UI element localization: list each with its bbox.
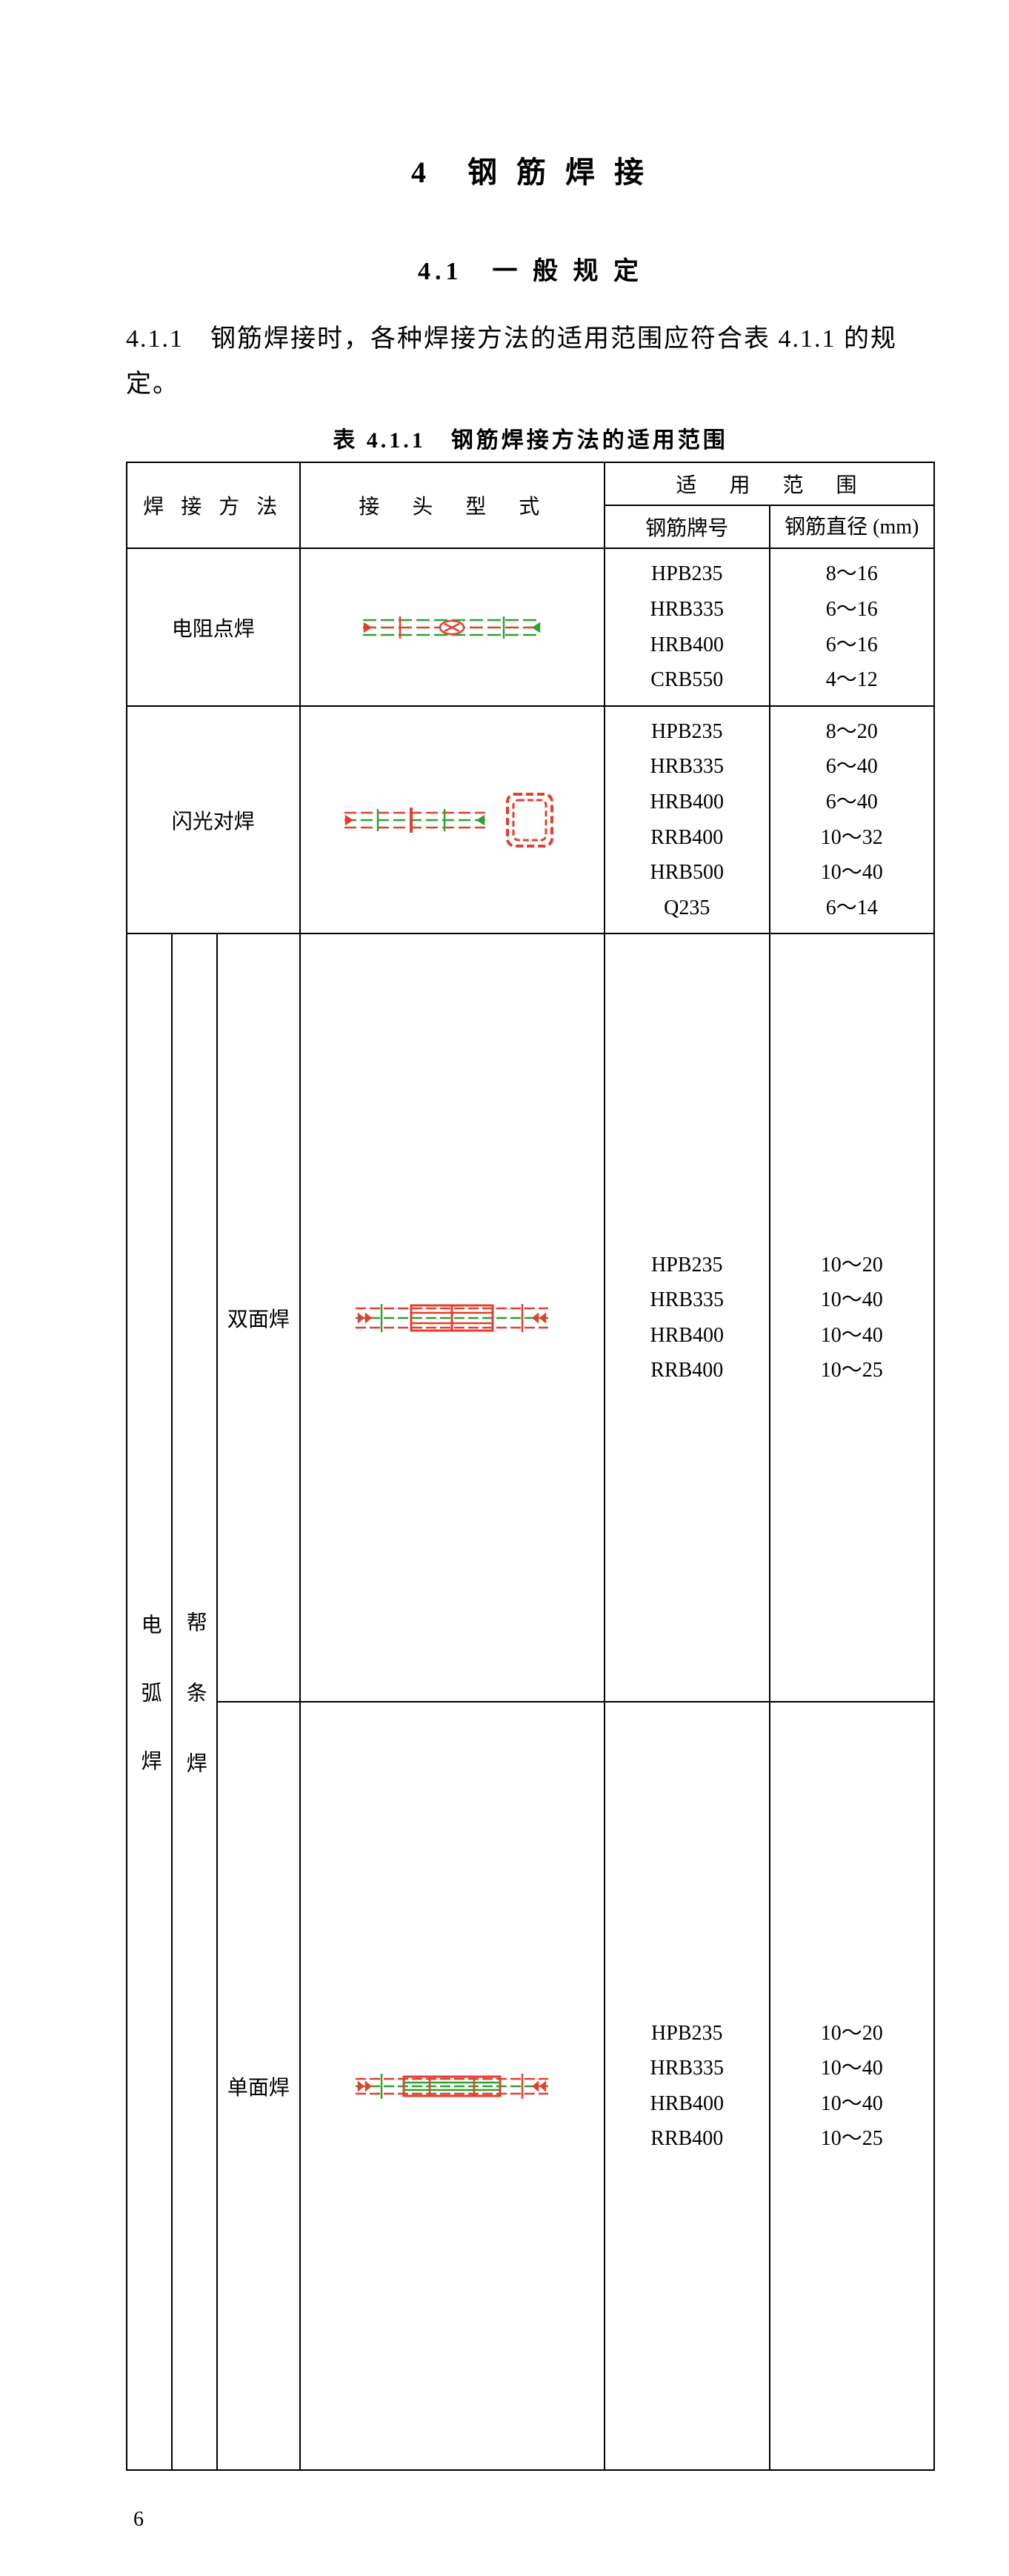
table-row: 电 弧 焊 帮 条 焊 双面焊 [127, 933, 934, 1702]
table-row: 闪光对焊 HPB23 [127, 706, 934, 934]
method-cell: 闪光对焊 [127, 706, 300, 934]
lap-group-cell: 帮 条 焊 [172, 933, 217, 2470]
diam-cell: 8～166～166～164～12 [770, 548, 935, 705]
method-cell: 电阻点焊 [127, 548, 300, 705]
header-method: 焊 接 方 法 [127, 462, 300, 548]
document-page: 4 钢 筋 焊 接 4.1 一 般 规 定 4.1.1 钢筋焊接时，各种焊接方法… [0, 0, 1009, 2576]
diam-cell: 10～2010～4010～4010～25 [770, 933, 935, 1702]
arc-group-cell: 电 弧 焊 [127, 933, 172, 2470]
grade-cell: HPB235HRB335HRB400RRB400 [605, 1702, 769, 2470]
chapter-title: 4 钢 筋 焊 接 [126, 148, 935, 191]
table-row: 电阻点焊 HPB235HRB335HRB400 [127, 548, 934, 705]
header-diameter: 钢筋直径 (mm) [770, 505, 935, 548]
grade-cell: HPB235HRB335HRB400RRB400 [605, 933, 769, 1702]
joint-diagram-doubleside [300, 933, 605, 1702]
table-row: 单面焊 [127, 1702, 934, 2470]
welding-methods-table: 焊 接 方 法 接 头 型 式 适 用 范 围 钢筋牌号 钢筋直径 (mm) 电… [126, 462, 935, 2471]
table-header-row: 焊 接 方 法 接 头 型 式 适 用 范 围 [127, 462, 934, 505]
method-cell: 双面焊 [217, 933, 299, 1702]
diam-cell: 8～206～406～4010～3210～406～14 [770, 706, 935, 934]
clause-paragraph: 4.1.1 钢筋焊接时，各种焊接方法的适用范围应符合表 4.1.1 的规定。 [126, 316, 935, 407]
joint-diagram-singleside [300, 1702, 605, 2470]
header-scope: 适 用 范 围 [605, 462, 934, 505]
diam-cell: 10～2010～4010～4010～25 [770, 1702, 935, 2470]
page-number: 6 [133, 2508, 935, 2532]
table-caption: 表 4.1.1 钢筋焊接方法的适用范围 [126, 422, 935, 454]
grade-cell: HPB235HRB335HRB400RRB400HRB500Q235 [605, 706, 769, 934]
header-joint: 接 头 型 式 [300, 462, 605, 548]
grade-cell: HPB235HRB335HRB400CRB550 [605, 548, 769, 705]
header-grade: 钢筋牌号 [605, 505, 769, 548]
section-title: 4.1 一 般 规 定 [126, 250, 935, 287]
method-cell: 单面焊 [217, 1702, 299, 2470]
joint-diagram-spotweld [300, 548, 605, 705]
joint-diagram-flashbutt [300, 706, 605, 934]
